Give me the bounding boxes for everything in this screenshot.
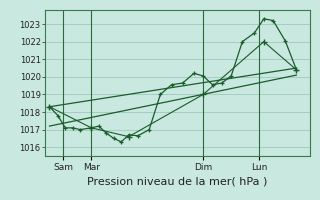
X-axis label: Pression niveau de la mer( hPa ): Pression niveau de la mer( hPa ) — [87, 176, 268, 186]
